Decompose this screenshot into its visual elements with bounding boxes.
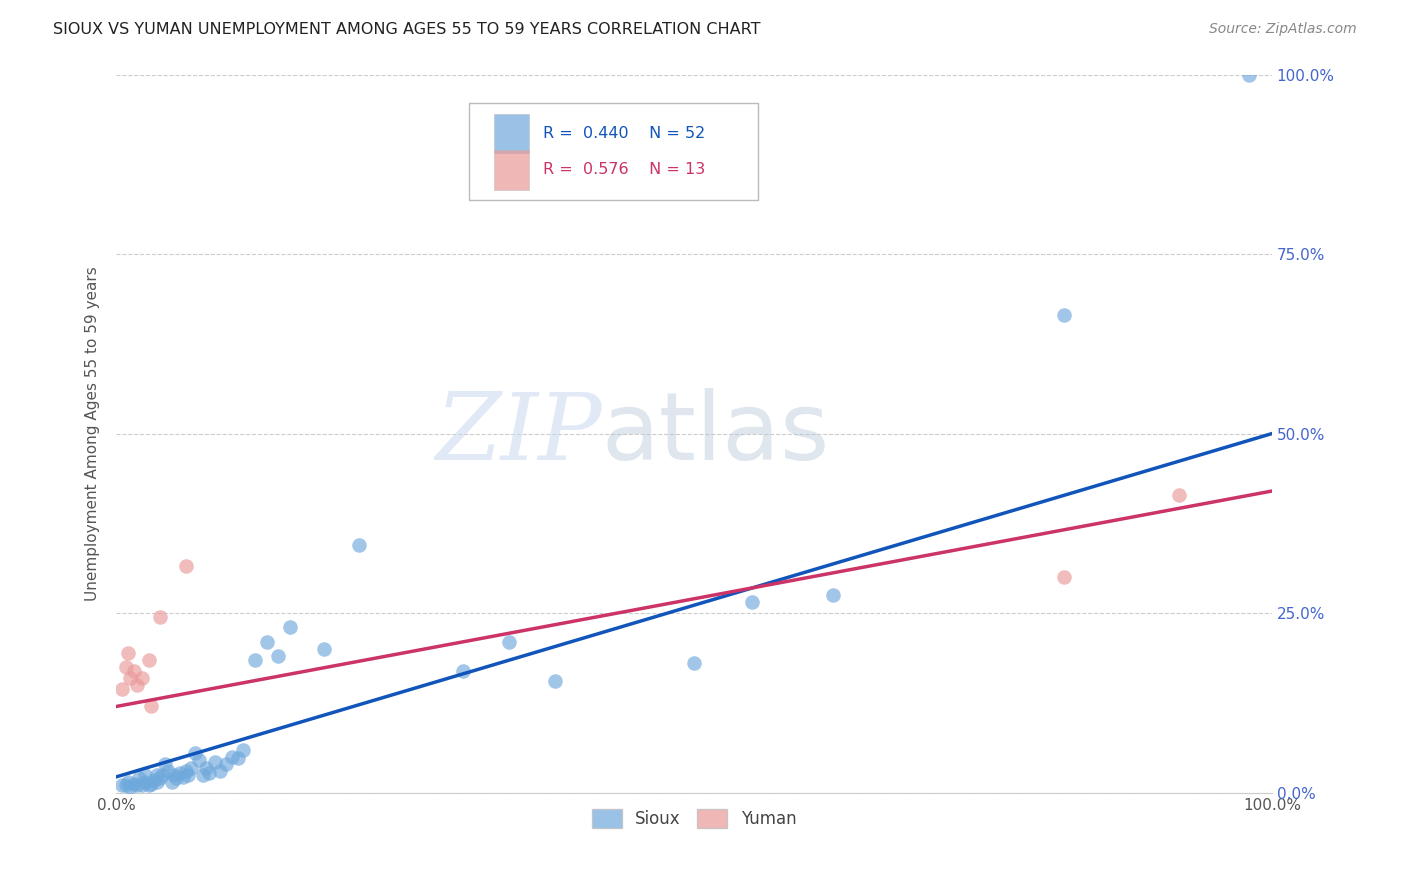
Point (125, 678, 148, 692)
Point (134, 775, 156, 789)
Point (169, 765, 191, 780)
Point (1168, 488, 1191, 502)
Point (111, 681, 134, 696)
Point (226, 751, 249, 765)
Point (153, 756, 176, 771)
Point (122, 777, 145, 791)
Point (267, 649, 290, 664)
Point (131, 671, 153, 685)
Text: R =  0.576    N = 13: R = 0.576 N = 13 (543, 162, 704, 178)
Point (243, 653, 266, 667)
Point (117, 646, 139, 660)
Point (138, 653, 160, 667)
Point (163, 767, 186, 781)
Point (821, 588, 844, 602)
Point (195, 760, 218, 774)
Point (177, 767, 200, 781)
Point (152, 767, 174, 781)
Point (139, 699, 162, 714)
Text: atlas: atlas (602, 388, 830, 480)
Point (498, 635, 520, 649)
Point (215, 756, 238, 771)
Point (314, 642, 336, 657)
Point (174, 559, 197, 574)
Point (1053, 308, 1076, 322)
Point (149, 772, 172, 786)
Point (1237, 68, 1260, 82)
FancyBboxPatch shape (468, 103, 758, 200)
Point (125, 779, 148, 793)
Point (149, 609, 172, 624)
Point (134, 767, 156, 781)
Point (122, 664, 145, 678)
Point (209, 764, 232, 778)
Point (138, 779, 160, 793)
Point (174, 764, 197, 778)
Point (451, 664, 474, 678)
Point (111, 779, 134, 793)
Point (143, 772, 166, 787)
Point (221, 749, 243, 764)
Text: ZIP: ZIP (434, 389, 602, 479)
Point (191, 767, 214, 781)
Point (1053, 570, 1076, 584)
Text: Source: ZipAtlas.com: Source: ZipAtlas.com (1209, 22, 1357, 37)
Point (184, 746, 207, 760)
Point (165, 772, 187, 786)
Text: R =  0.440    N = 52: R = 0.440 N = 52 (543, 126, 704, 141)
Point (741, 595, 763, 609)
Point (128, 772, 150, 786)
Point (683, 657, 706, 671)
Point (197, 765, 219, 780)
Point (139, 777, 162, 791)
Legend: Sioux, Yuman: Sioux, Yuman (585, 802, 803, 835)
Point (114, 779, 136, 793)
Point (120, 671, 142, 685)
Point (131, 779, 153, 793)
FancyBboxPatch shape (494, 150, 529, 190)
Point (160, 775, 183, 789)
Point (145, 767, 167, 781)
FancyBboxPatch shape (494, 114, 529, 153)
Point (157, 764, 180, 778)
Point (204, 756, 226, 770)
Point (544, 674, 567, 689)
Point (278, 620, 301, 634)
Point (145, 775, 167, 789)
Point (180, 760, 202, 774)
Point (188, 753, 211, 767)
Point (256, 635, 278, 649)
Point (232, 742, 254, 756)
Point (114, 660, 136, 674)
Text: SIOUX VS YUMAN UNEMPLOYMENT AMONG AGES 55 TO 59 YEARS CORRELATION CHART: SIOUX VS YUMAN UNEMPLOYMENT AMONG AGES 5… (53, 22, 761, 37)
Y-axis label: Unemployment Among Ages 55 to 59 years: Unemployment Among Ages 55 to 59 years (86, 266, 100, 601)
Point (172, 770, 194, 784)
Point (117, 775, 139, 789)
Point (347, 538, 370, 552)
Point (120, 780, 142, 794)
